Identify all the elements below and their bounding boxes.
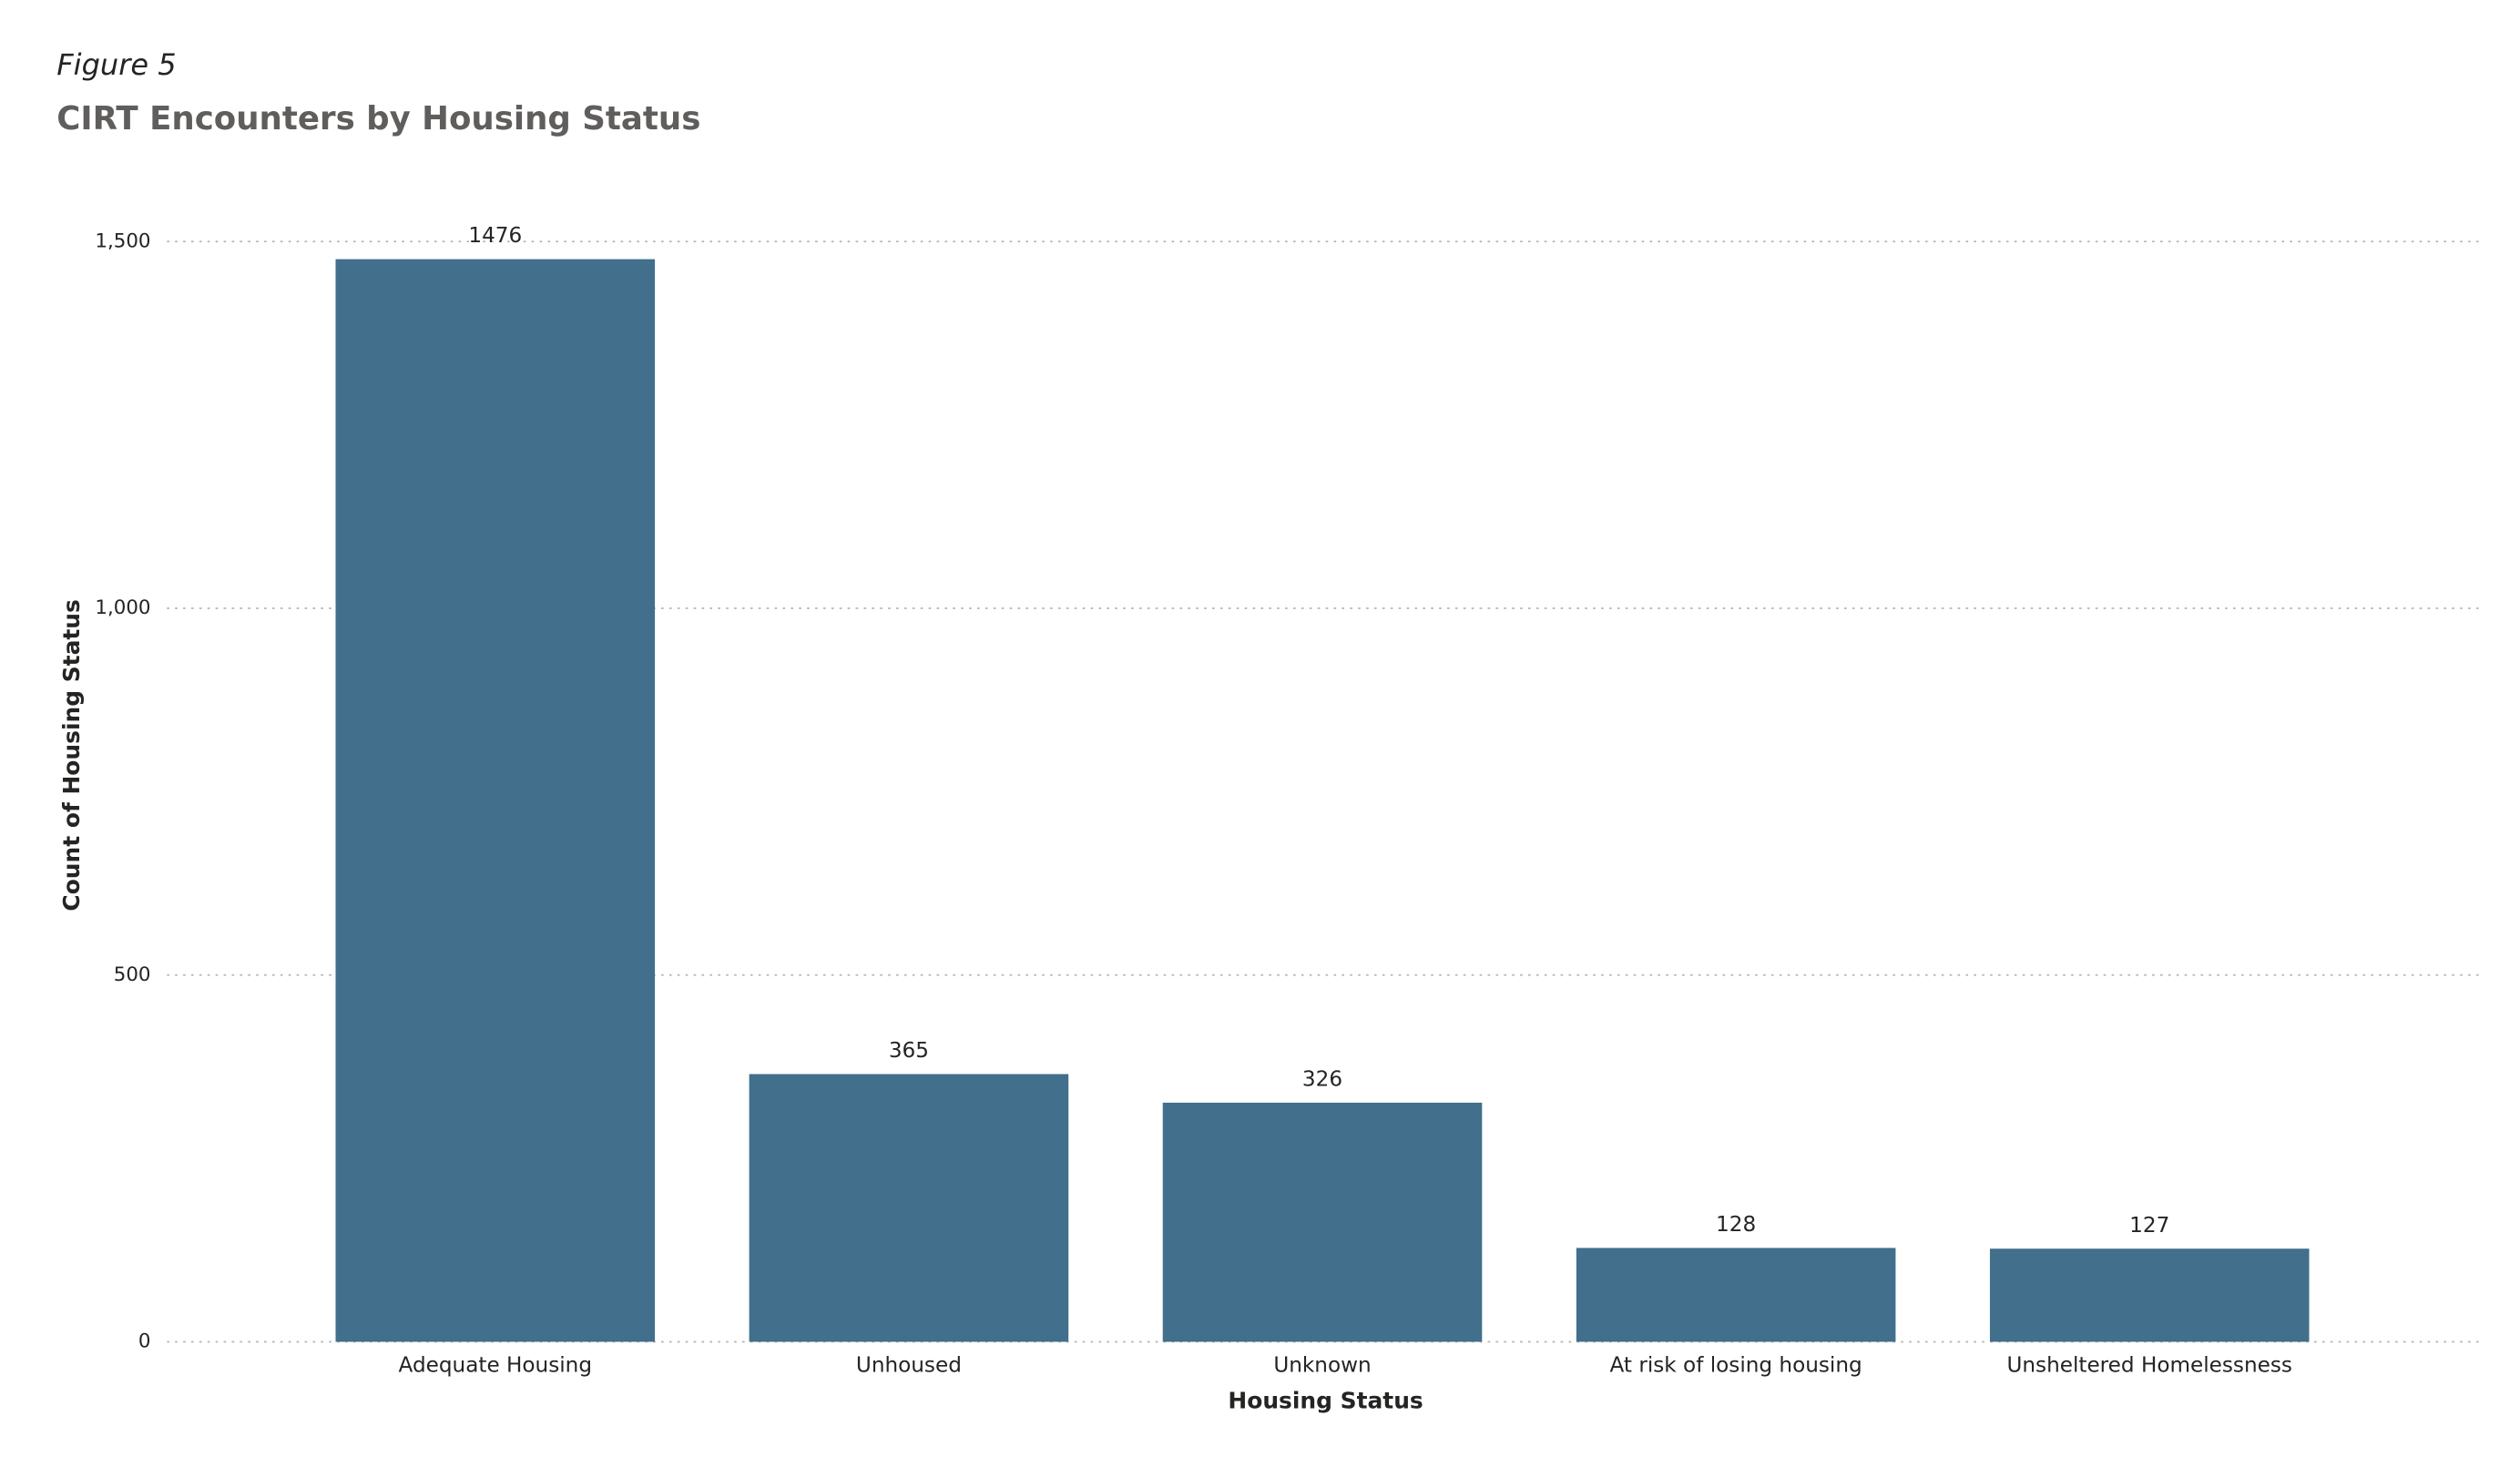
- x-tick-label: Unsheltered Homelessness: [2006, 1354, 2292, 1378]
- x-tick-label: Unknown: [1273, 1354, 1371, 1378]
- data-label: 127: [2129, 1214, 2169, 1238]
- data-label: 1476: [468, 224, 522, 248]
- x-tick-label: Adequate Housing: [399, 1354, 592, 1378]
- bar: [749, 1074, 1069, 1342]
- y-axis-title: Count of Housing Status: [58, 599, 85, 911]
- y-tick-label: 0: [138, 1330, 151, 1353]
- data-label: 326: [1302, 1068, 1342, 1092]
- y-tick-label: 1,000: [95, 596, 150, 619]
- bar: [1162, 1102, 1483, 1342]
- figure-label: Figure 5: [56, 47, 176, 82]
- data-label: 365: [889, 1039, 929, 1063]
- x-tick-label: Unhoused: [856, 1354, 962, 1378]
- chart-title: CIRT Encounters by Housing Status: [56, 100, 700, 138]
- data-label: 128: [1716, 1213, 1756, 1237]
- bar: [335, 259, 656, 1342]
- bar: [1989, 1248, 2310, 1342]
- x-axis-title: Housing Status: [1228, 1387, 1423, 1413]
- y-tick-label: 1,500: [95, 229, 150, 252]
- y-tick-label: 500: [114, 963, 151, 986]
- bar: [1576, 1248, 1896, 1342]
- x-tick-label: At risk of losing housing: [1610, 1354, 1862, 1378]
